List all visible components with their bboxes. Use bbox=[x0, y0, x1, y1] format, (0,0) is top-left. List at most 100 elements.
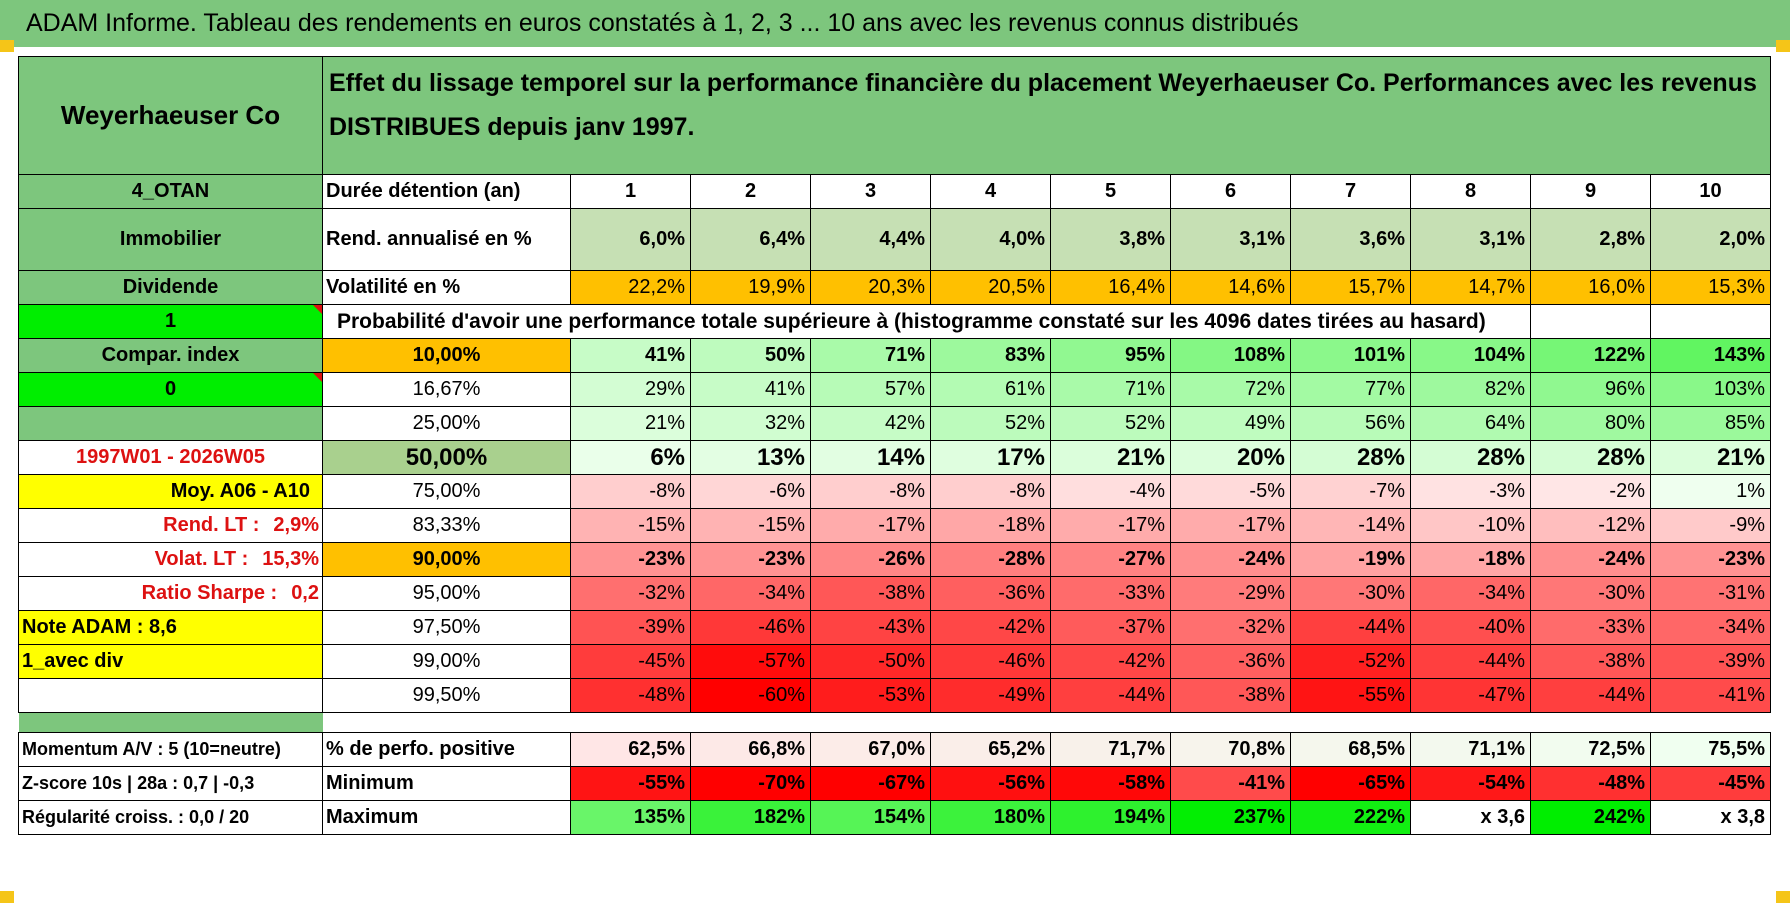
probability-value: -24% bbox=[1530, 542, 1651, 577]
probability-value: -39% bbox=[570, 610, 691, 645]
positive-value: 72,5% bbox=[1530, 732, 1651, 767]
probability-value: -18% bbox=[930, 508, 1051, 543]
probability-value: 71% bbox=[810, 338, 931, 373]
duree-label: Durée détention (an) bbox=[322, 174, 571, 209]
probability-value: -31% bbox=[1650, 576, 1771, 611]
probability-value: 41% bbox=[570, 338, 691, 373]
year-header: 3 bbox=[810, 174, 931, 209]
positive-value: 65,2% bbox=[930, 732, 1051, 767]
probability-value: -36% bbox=[930, 576, 1051, 611]
probability-value: -27% bbox=[1050, 542, 1171, 577]
moy-label: Moy. A06 - A10 bbox=[18, 474, 323, 509]
probability-value: 57% bbox=[810, 372, 931, 407]
maximum-value: 222% bbox=[1290, 800, 1411, 835]
probability-value: -23% bbox=[690, 542, 811, 577]
probability-value: -60% bbox=[690, 678, 811, 713]
probability-value: 28% bbox=[1410, 440, 1531, 475]
probability-value: 52% bbox=[1050, 406, 1171, 441]
probability-value: 32% bbox=[690, 406, 811, 441]
probability-value: -7% bbox=[1290, 474, 1411, 509]
maximum-value: 242% bbox=[1530, 800, 1651, 835]
probability-value: 52% bbox=[930, 406, 1051, 441]
probability-threshold: 99,00% bbox=[322, 644, 571, 679]
adam-note: Note ADAM : 8,6 bbox=[18, 610, 323, 645]
probability-value: 72% bbox=[1170, 372, 1291, 407]
probability-value: -12% bbox=[1530, 508, 1651, 543]
probability-value: 14% bbox=[810, 440, 931, 475]
positive-label: % de perfo. positive bbox=[322, 732, 571, 767]
probability-value: -17% bbox=[1050, 508, 1171, 543]
spacer-blank bbox=[323, 713, 1771, 733]
probability-value: 82% bbox=[1410, 372, 1531, 407]
probability-value: -57% bbox=[690, 644, 811, 679]
volat-lt-label: Volat. LT : bbox=[154, 548, 249, 570]
year-header: 8 bbox=[1410, 174, 1531, 209]
probability-value: -49% bbox=[930, 678, 1051, 713]
probability-value: -23% bbox=[1650, 542, 1771, 577]
probability-value: -45% bbox=[570, 644, 691, 679]
volat-value: 15,7% bbox=[1290, 270, 1411, 305]
probability-value: 49% bbox=[1170, 406, 1291, 441]
year-header: 10 bbox=[1650, 174, 1771, 209]
probability-value: 61% bbox=[930, 372, 1051, 407]
rend-value: 4,0% bbox=[930, 208, 1051, 271]
probability-value: 103% bbox=[1650, 372, 1771, 407]
probability-value: 56% bbox=[1290, 406, 1411, 441]
volat-value: 20,5% bbox=[930, 270, 1051, 305]
regularite-label: Régularité croiss. : 0,0 / 20 bbox=[18, 800, 323, 835]
corner-marker bbox=[1776, 40, 1790, 52]
rend-value: 3,1% bbox=[1410, 208, 1531, 271]
positive-value: 62,5% bbox=[570, 732, 691, 767]
probability-value: -33% bbox=[1530, 610, 1651, 645]
probability-threshold: 99,50% bbox=[322, 678, 571, 713]
probability-value: -46% bbox=[930, 644, 1051, 679]
rend-value: 3,8% bbox=[1050, 208, 1171, 271]
probability-value: -30% bbox=[1290, 576, 1411, 611]
rend-value: 4,4% bbox=[810, 208, 931, 271]
probability-value: -26% bbox=[810, 542, 931, 577]
year-header: 7 bbox=[1290, 174, 1411, 209]
probability-value: -34% bbox=[1650, 610, 1771, 645]
probability-value: 28% bbox=[1530, 440, 1651, 475]
probability-value: -18% bbox=[1410, 542, 1531, 577]
minimum-value: -54% bbox=[1410, 766, 1531, 801]
probability-threshold: 83,33% bbox=[322, 508, 571, 543]
probability-value: -55% bbox=[1290, 678, 1411, 713]
probability-value: 29% bbox=[570, 372, 691, 407]
maximum-value: 237% bbox=[1170, 800, 1291, 835]
blank-green bbox=[18, 406, 323, 441]
probability-value: -30% bbox=[1530, 576, 1651, 611]
probability-value: 71% bbox=[1050, 372, 1171, 407]
probability-value: -46% bbox=[690, 610, 811, 645]
minimum-value: -45% bbox=[1650, 766, 1771, 801]
probability-value: 64% bbox=[1410, 406, 1531, 441]
probability-value: -36% bbox=[1170, 644, 1291, 679]
probability-value: -38% bbox=[1530, 644, 1651, 679]
probability-value: 122% bbox=[1530, 338, 1651, 373]
maximum-value: 180% bbox=[930, 800, 1051, 835]
positive-value: 70,8% bbox=[1170, 732, 1291, 767]
probability-value: 96% bbox=[1530, 372, 1651, 407]
probability-value: -23% bbox=[570, 542, 691, 577]
probability-value: -39% bbox=[1650, 644, 1771, 679]
probability-value: -42% bbox=[930, 610, 1051, 645]
probability-value: -5% bbox=[1170, 474, 1291, 509]
minimum-value: -70% bbox=[690, 766, 811, 801]
probability-value: 42% bbox=[810, 406, 931, 441]
probability-value: -48% bbox=[570, 678, 691, 713]
probability-value: 143% bbox=[1650, 338, 1771, 373]
probability-value: 104% bbox=[1410, 338, 1531, 373]
probability-value: 28% bbox=[1290, 440, 1411, 475]
probability-value: -33% bbox=[1050, 576, 1171, 611]
probability-value: -50% bbox=[810, 644, 931, 679]
probability-value: 21% bbox=[570, 406, 691, 441]
spacer-green bbox=[18, 712, 323, 733]
probability-threshold: 25,00% bbox=[322, 406, 571, 441]
volat-value: 14,7% bbox=[1410, 270, 1531, 305]
rend-lt-value: 2,9% bbox=[273, 514, 319, 536]
probability-value: -41% bbox=[1650, 678, 1771, 713]
year-header: 4 bbox=[930, 174, 1051, 209]
probability-threshold: 50,00% bbox=[322, 440, 571, 475]
maximum-value: 182% bbox=[690, 800, 811, 835]
probability-value: 85% bbox=[1650, 406, 1771, 441]
